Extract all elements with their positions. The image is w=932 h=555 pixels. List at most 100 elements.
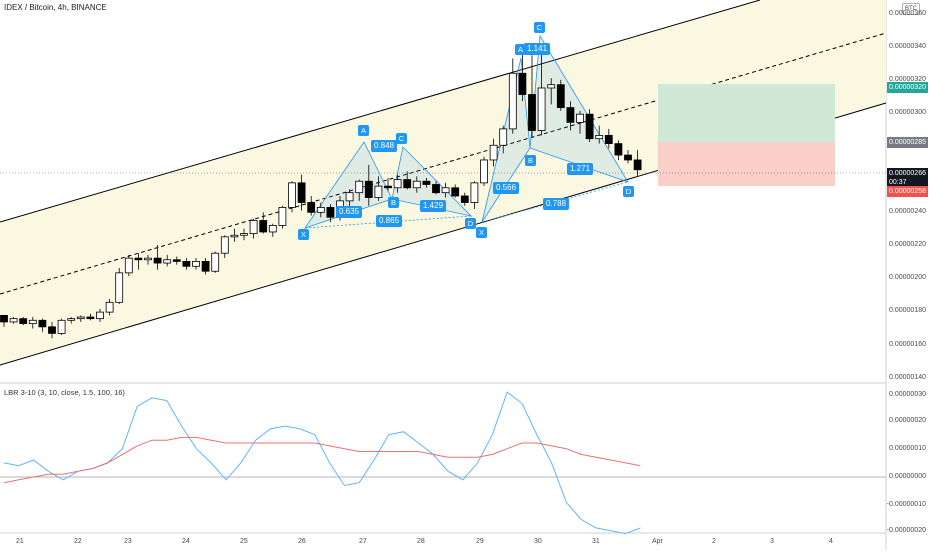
- target-zone: [658, 84, 835, 142]
- bull-candle: [9, 318, 18, 323]
- current-price-tag: 0.00000266 00:37: [887, 168, 928, 187]
- time-tick-label: 3: [770, 538, 774, 545]
- bull-candle: [288, 182, 296, 208]
- bull-candle: [28, 319, 37, 324]
- bull-candle: [345, 192, 354, 202]
- bull-candle: [576, 113, 584, 123]
- bull-candle: [537, 87, 546, 131]
- indicator-tick-label: -0.00000020: [886, 527, 926, 534]
- point-a-label: A: [358, 125, 369, 136]
- currency-badge[interactable]: BTC: [902, 3, 920, 15]
- time-tick-label: 21: [16, 538, 24, 545]
- point-d-label: D: [623, 186, 634, 197]
- time-tick-label: 2: [712, 538, 716, 545]
- target-price-tag: 0.00000320: [887, 82, 928, 93]
- time-tick-label: 31: [592, 538, 600, 545]
- price-tick-label: 0.00000140: [889, 374, 926, 381]
- bear-candle: [451, 187, 460, 197]
- symbol-title: IDEX / Bitcoin, 4h, BINANCE: [4, 3, 107, 12]
- time-tick-label: Apr: [652, 538, 663, 545]
- time-tick-label: 27: [359, 538, 367, 545]
- bull-candle: [316, 207, 325, 213]
- bear-candle: [86, 316, 95, 320]
- ratio-label: 0.848: [371, 140, 398, 152]
- bear-candle: [528, 94, 536, 131]
- bear-candle: [585, 113, 594, 140]
- time-tick-label: 24: [182, 538, 190, 545]
- current-price: 0.00000266: [889, 170, 926, 177]
- point-b-label: B: [388, 197, 399, 208]
- bull-candle: [105, 301, 114, 313]
- bull-candle: [547, 84, 556, 89]
- bear-candle: [364, 180, 373, 198]
- bear-candle: [153, 257, 162, 264]
- bear-candle: [518, 72, 527, 95]
- price-tick-label: 0.00000320: [889, 76, 926, 83]
- pattern2-xd: [481, 181, 629, 223]
- bull-candle: [499, 128, 508, 146]
- bull-candle: [240, 233, 248, 236]
- indicator-tick-label: 0.00000020: [889, 417, 926, 424]
- bull-candle: [278, 207, 287, 226]
- time-tick-label: 29: [476, 538, 484, 545]
- bear-candle: [38, 319, 47, 328]
- bear-candle: [182, 260, 191, 267]
- time-tick-label: 30: [534, 538, 542, 545]
- point-c-label: C: [396, 133, 407, 144]
- bull-candle: [76, 316, 85, 320]
- bull-candle: [508, 72, 517, 130]
- bear-candle: [556, 84, 565, 109]
- ratio-label: 1.271: [567, 163, 594, 175]
- indicator-signal-line: [3, 436, 641, 484]
- bull-candle: [144, 257, 152, 261]
- bear-candle: [604, 135, 613, 145]
- indicator-tick-label: 0.00000010: [889, 445, 926, 452]
- indicator-tick-label: 0.00000030: [889, 391, 926, 398]
- bull-candle: [230, 234, 239, 238]
- time-tick-label: 23: [124, 538, 132, 545]
- bull-candle: [480, 159, 488, 184]
- bull-candle: [163, 259, 172, 264]
- bull-candle: [220, 236, 229, 254]
- time-tick-label: 28: [417, 538, 425, 545]
- entry-price-tag: 0.00000285: [887, 137, 928, 148]
- bull-candle: [595, 135, 604, 140]
- bull-candle: [124, 257, 133, 274]
- bull-candle: [115, 272, 124, 303]
- point-d-label: D: [465, 218, 476, 229]
- bear-candle: [0, 314, 8, 323]
- bear-candle: [422, 180, 431, 185]
- ratio-label: 1.429: [420, 200, 447, 212]
- indicator-fast-line: [3, 391, 641, 535]
- bull-candle: [57, 319, 66, 334]
- ratio-label: 0.865: [376, 215, 403, 227]
- bear-candle: [201, 260, 210, 272]
- bull-candle: [268, 225, 277, 233]
- price-tick-label: 0.00000160: [889, 341, 926, 348]
- bear-candle: [326, 207, 335, 218]
- bull-candle: [192, 260, 200, 267]
- point-x-label: X: [476, 227, 487, 238]
- bull-candle: [412, 180, 421, 189]
- bear-candle: [134, 257, 143, 261]
- price-tick-label: 0.00000340: [889, 43, 926, 50]
- bull-candle: [96, 311, 104, 320]
- indicator-title[interactable]: LBR 3-10 (3, 10, close, 1.5, 100, 16): [4, 388, 125, 397]
- price-tick-label: 0.00000200: [889, 274, 926, 281]
- countdown: 00:37: [889, 179, 907, 186]
- bear-candle: [624, 154, 632, 161]
- bear-candle: [307, 202, 316, 213]
- bear-candle: [384, 185, 392, 189]
- price-tick-label: 0.00000180: [889, 307, 926, 314]
- price-tick-label: 0.00000240: [889, 208, 926, 215]
- price-tick-label: 0.00000360: [889, 10, 926, 17]
- time-tick-label: 4: [829, 538, 833, 545]
- ratio-label: 0.788: [543, 198, 570, 210]
- stop-zone: [658, 142, 835, 186]
- point-c-label: C: [534, 22, 545, 33]
- point-b-label: B: [525, 155, 536, 166]
- bull-candle: [441, 187, 450, 194]
- ratio-label: 0.635: [336, 206, 363, 218]
